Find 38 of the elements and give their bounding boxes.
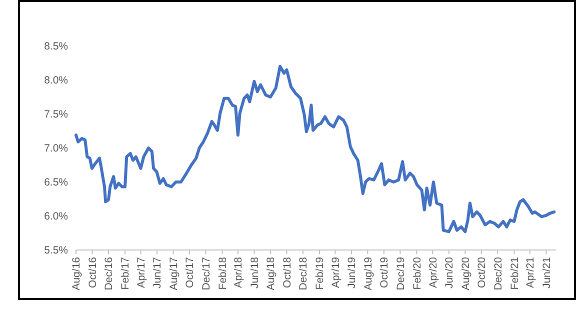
x-tick-label: Oct/18: [281, 256, 294, 288]
x-tick-label: Dec/16: [103, 256, 116, 290]
x-tick-label: Feb/21: [508, 256, 521, 290]
x-tick-label: Oct/19: [378, 256, 391, 288]
x-tick-label: Jun/18: [248, 256, 261, 289]
x-tick-label: Aug/16: [70, 256, 83, 290]
x-tick-label: Apr/20: [427, 256, 440, 288]
x-tick-label: Feb/19: [314, 256, 326, 290]
y-tick-label: 7.0%: [44, 142, 68, 155]
x-tick-label: Feb/18: [216, 256, 229, 290]
x-tick-label: Aug/18: [265, 256, 278, 290]
x-tick-label: Oct/20: [476, 256, 488, 288]
x-tick-label: Apr/21: [524, 256, 537, 288]
y-tick-label: 6.0%: [44, 210, 68, 223]
x-tick-label: Aug/17: [168, 256, 180, 290]
x-tick-label: Apr/19: [330, 256, 342, 288]
x-tick-label: Oct/17: [184, 256, 196, 288]
line-series: [74, 64, 556, 234]
x-tick-label: Apr/17: [135, 256, 148, 288]
x-tick-label: Feb/17: [120, 256, 132, 290]
y-tick-label: 7.5%: [44, 108, 68, 121]
x-tick-label: Dec/20: [492, 256, 504, 290]
x-tick-label: Apr/18: [232, 256, 245, 288]
y-tick-label: 6.5%: [44, 176, 68, 189]
x-tick-label: Aug/20: [460, 256, 472, 290]
x-tick-label: Jun/20: [444, 256, 456, 289]
x-tick-label: Jun/21: [540, 256, 553, 289]
y-tick-label: 5.5%: [44, 244, 68, 257]
x-tick-label: Aug/19: [362, 256, 374, 290]
x-tick-label: Jun/19: [346, 256, 358, 289]
x-tick-label: Dec/18: [298, 256, 310, 290]
x-tick-label: Dec/19: [394, 256, 407, 290]
x-tick-label: Feb/20: [411, 256, 424, 290]
x-tick-label: Oct/16: [86, 256, 99, 288]
x-tick-label: Dec/17: [200, 256, 212, 290]
y-tick-label: 8.0%: [44, 74, 68, 87]
y-tick-label: 8.5%: [44, 40, 68, 53]
x-tick-label: Jun/17: [152, 256, 164, 289]
